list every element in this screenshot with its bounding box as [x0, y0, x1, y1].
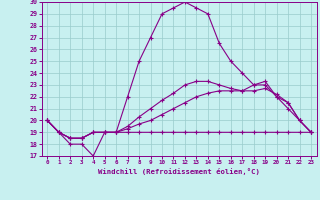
X-axis label: Windchill (Refroidissement éolien,°C): Windchill (Refroidissement éolien,°C): [98, 168, 260, 175]
